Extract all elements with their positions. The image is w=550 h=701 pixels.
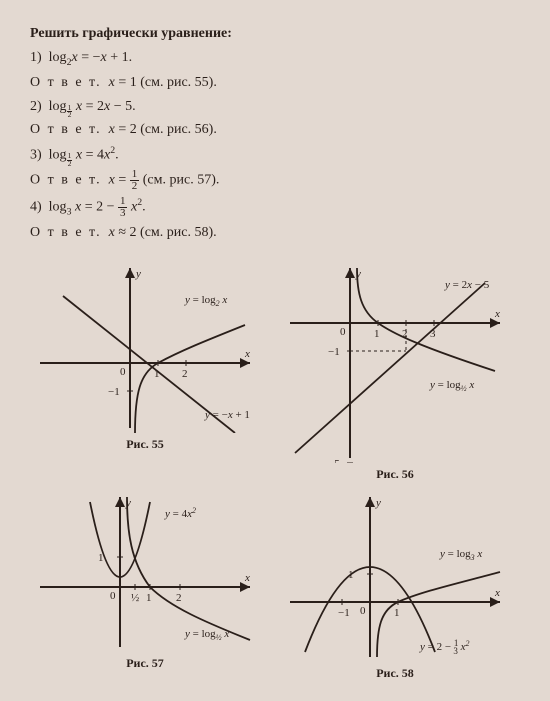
plot: xy0−111y = log3 xy = 2 − 13 x2 (285, 492, 505, 662)
svg-text:0: 0 (110, 590, 116, 602)
figure-caption: Рис. 56 (280, 467, 510, 482)
svg-text:y = log½ x: y = log½ x (184, 628, 229, 643)
svg-text:0: 0 (340, 326, 346, 338)
svg-text:x: x (494, 308, 500, 320)
svg-text:y = log2 x: y = log2 x (184, 294, 227, 309)
svg-text:−1: −1 (338, 607, 350, 619)
problem-equation: 2) log12 x = 2x − 5. (30, 97, 520, 117)
svg-text:0: 0 (360, 605, 366, 617)
svg-text:y = log3 x: y = log3 x (439, 548, 482, 563)
svg-text:−5: −5 (328, 458, 340, 463)
problem-answer: О т в е т. x = 2 (см. рис. 56). (30, 120, 520, 140)
svg-text:x: x (244, 348, 250, 360)
problem-answer: О т в е т. x = 12 (см. рис. 57). (30, 169, 520, 192)
svg-text:1: 1 (394, 607, 400, 619)
problem-answer: О т в е т. x ≈ 2 (см. рис. 58). (30, 223, 520, 243)
svg-text:2: 2 (176, 592, 182, 604)
figure: xy0½121y = 4x2y = log½ xРис. 57 (30, 492, 260, 681)
svg-text:y = 4x2: y = 4x2 (164, 506, 196, 520)
plot: xy0123−1−5y = 2x − 5y = log½ x (285, 263, 505, 463)
svg-text:y = 2 − 13 x2: y = 2 − 13 x2 (419, 638, 469, 656)
svg-text:−1: −1 (108, 386, 120, 398)
plot: xy0½121y = 4x2y = log½ x (35, 492, 255, 652)
svg-text:1: 1 (374, 328, 380, 340)
problem-answer: О т в е т. x = 1 (см. рис. 55). (30, 73, 520, 93)
plot: xy012−1y = log2 xy = −x + 1 (35, 263, 255, 433)
figure: xy0−111y = log3 xy = 2 − 13 x2Рис. 58 (280, 492, 510, 681)
figure-caption: Рис. 57 (30, 656, 260, 671)
svg-text:½: ½ (131, 592, 139, 604)
heading: Решить графически уравнение: (30, 24, 520, 44)
svg-text:y = 2x − 5: y = 2x − 5 (444, 279, 490, 291)
svg-text:−1: −1 (328, 346, 340, 358)
svg-text:y = −x + 1: y = −x + 1 (204, 409, 250, 421)
svg-text:2: 2 (182, 368, 188, 380)
figure: xy0123−1−5y = 2x − 5y = log½ xРис. 56 (280, 263, 510, 482)
svg-text:1: 1 (146, 592, 152, 604)
svg-text:y: y (375, 497, 381, 509)
figure: xy012−1y = log2 xy = −x + 1Рис. 55 (30, 263, 260, 482)
svg-text:x: x (494, 587, 500, 599)
svg-text:0: 0 (120, 366, 126, 378)
problem-equation: 4) log3 x = 2 − 13 x2. (30, 196, 520, 219)
svg-text:x: x (244, 572, 250, 584)
problem-equation: 3) log12 x = 4x2. (30, 144, 520, 165)
svg-text:y: y (135, 268, 141, 280)
svg-text:y = log½ x: y = log½ x (429, 379, 474, 394)
figure-caption: Рис. 55 (30, 437, 260, 452)
figure-caption: Рис. 58 (280, 666, 510, 681)
problem-equation: 1) log2x = −x + 1. (30, 48, 520, 70)
